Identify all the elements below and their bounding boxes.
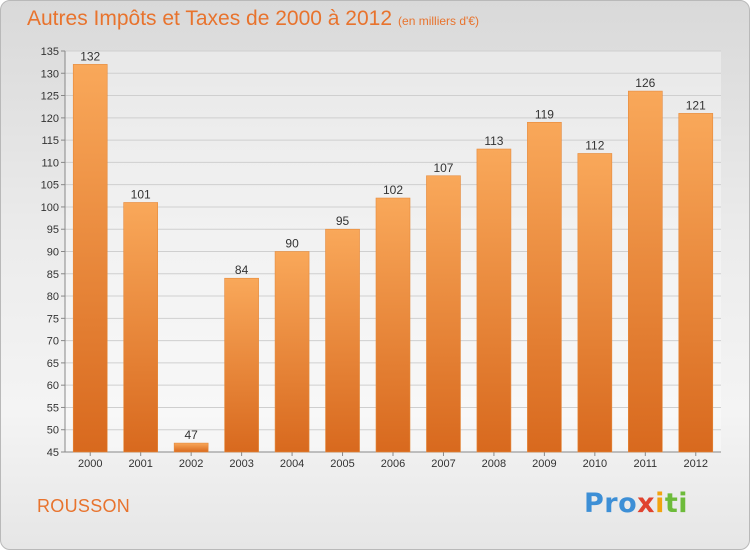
bar-2012 <box>678 113 714 453</box>
y-tick-label: 105 <box>41 180 59 192</box>
logo-part-3: i <box>655 488 665 519</box>
bar-2005 <box>325 228 360 453</box>
chart-title: Autres Impôts et Taxes de 2000 à 2012 (en… <box>27 7 479 31</box>
logo-part-4: ti <box>664 488 689 519</box>
bar-2011 <box>628 90 663 453</box>
y-tick-label: 60 <box>47 380 59 392</box>
value-label-2004: 90 <box>285 237 299 251</box>
bar-2007 <box>426 175 461 453</box>
y-tick-label: 70 <box>47 336 59 348</box>
x-tick-label-2003: 2003 <box>229 458 253 470</box>
logo-part-1: Pro <box>584 488 638 519</box>
x-tick-label-2008: 2008 <box>482 458 506 470</box>
value-label-2009: 119 <box>535 107 554 121</box>
x-tick-label-2004: 2004 <box>280 458 304 470</box>
y-tick-label: 100 <box>41 202 59 214</box>
bar-2000 <box>72 64 108 453</box>
value-label-2010: 112 <box>585 138 604 152</box>
bars <box>72 64 714 453</box>
y-tick-label: 80 <box>47 291 59 303</box>
y-tick-label: 55 <box>47 402 59 414</box>
y-tick-label: 75 <box>47 313 59 325</box>
y-tick-label: 90 <box>47 247 59 259</box>
data-labels: 132 101 47 84 90 95 102 107 113 119 112 126 121 <box>80 49 706 442</box>
logo-part-2: x <box>637 488 656 519</box>
bar-2009 <box>527 121 562 453</box>
y-tick-label: 50 <box>47 425 59 437</box>
bar-2003 <box>224 277 259 453</box>
bar-2008 <box>476 148 512 453</box>
y-tick-label: 135 <box>41 46 59 58</box>
x-tick-label-2010: 2010 <box>583 458 607 470</box>
value-label-2008: 113 <box>484 134 503 148</box>
value-label-2012: 121 <box>686 98 706 112</box>
tick-labels: 45 50 55 60 65 70 75 80 85 90 95 100 105 110 115 120 125… <box>41 46 708 470</box>
value-label-2003: 84 <box>235 263 249 277</box>
y-tick-label: 45 <box>47 447 59 459</box>
value-label-2002: 47 <box>184 428 198 442</box>
x-tick-label-2005: 2005 <box>330 458 354 470</box>
y-tick-label: 125 <box>41 91 59 103</box>
x-tick-label-2011: 2011 <box>633 458 657 470</box>
y-tick-label: 65 <box>47 358 59 370</box>
x-tick-label-2012: 2012 <box>684 458 708 470</box>
y-tick-label: 110 <box>41 157 59 169</box>
y-tick-label: 115 <box>41 135 59 147</box>
value-label-2001: 101 <box>131 187 151 201</box>
value-label-2005: 95 <box>336 214 350 228</box>
bar-2004 <box>274 251 310 453</box>
y-tick-label: 95 <box>47 224 59 236</box>
value-label-2011: 126 <box>635 76 655 90</box>
x-tick-label-2007: 2007 <box>431 458 455 470</box>
bar-2010 <box>577 153 613 453</box>
x-tick-label-2002: 2002 <box>179 458 203 470</box>
y-tick-label: 120 <box>41 113 59 125</box>
x-tick-label-2009: 2009 <box>532 458 556 470</box>
y-tick-label: 130 <box>41 68 59 80</box>
y-tick-label: 85 <box>47 269 59 281</box>
value-label-2000: 132 <box>80 49 100 63</box>
value-label-2006: 102 <box>383 183 403 197</box>
unit-label: (en milliers d'€) <box>398 14 480 28</box>
value-label-2007: 107 <box>433 161 453 175</box>
title-text: Autres Impôts et Taxes de 2000 à 2012 <box>27 7 393 30</box>
x-tick-label-2000: 2000 <box>78 458 102 470</box>
x-tick-label-2006: 2006 <box>381 458 405 470</box>
bar-2001 <box>123 202 158 453</box>
proxiti-logo: Proxiti <box>584 488 688 519</box>
bar-2002 <box>173 442 209 453</box>
x-tick-label-2001: 2001 <box>128 458 152 470</box>
bar-2006 <box>375 197 411 453</box>
city-name: ROUSSON <box>37 496 131 516</box>
